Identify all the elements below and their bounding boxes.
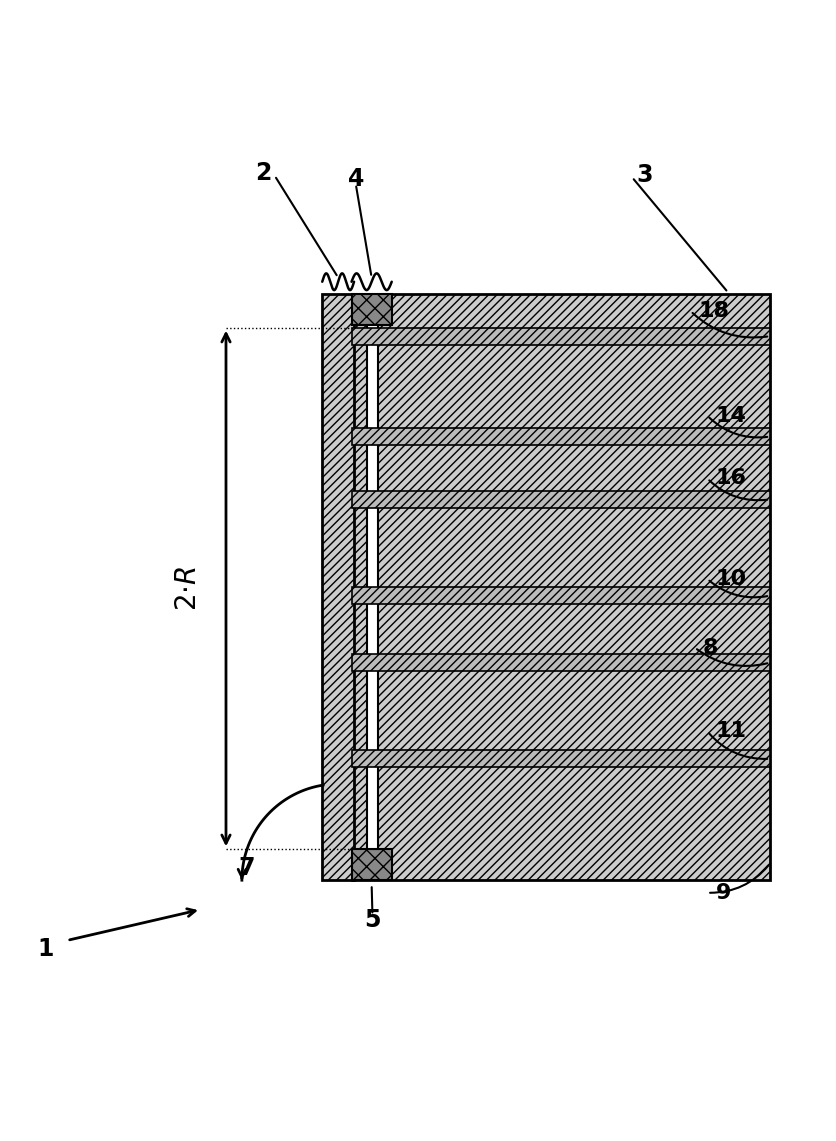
Text: 9: 9 <box>715 883 730 903</box>
Bar <box>366 325 378 849</box>
Bar <box>351 428 769 445</box>
Text: 7: 7 <box>238 856 255 880</box>
Bar <box>351 491 769 508</box>
Text: 4: 4 <box>347 167 364 191</box>
Text: 16: 16 <box>715 469 746 488</box>
Bar <box>351 751 769 767</box>
Bar <box>351 588 769 604</box>
Text: 2: 2 <box>255 161 272 185</box>
Bar <box>351 294 769 880</box>
Text: 1: 1 <box>38 937 54 961</box>
Text: 18: 18 <box>698 301 729 321</box>
Bar <box>351 849 391 880</box>
Text: 8: 8 <box>702 638 718 657</box>
Text: 11: 11 <box>715 721 746 742</box>
Text: 10: 10 <box>715 569 746 589</box>
Bar <box>322 294 354 880</box>
Text: 3: 3 <box>635 163 652 187</box>
Text: $2{\cdot}R$: $2{\cdot}R$ <box>174 566 202 612</box>
Bar <box>351 294 391 325</box>
Text: 14: 14 <box>715 406 746 426</box>
Bar <box>351 327 769 345</box>
Bar <box>351 654 769 671</box>
Text: 5: 5 <box>364 908 380 932</box>
